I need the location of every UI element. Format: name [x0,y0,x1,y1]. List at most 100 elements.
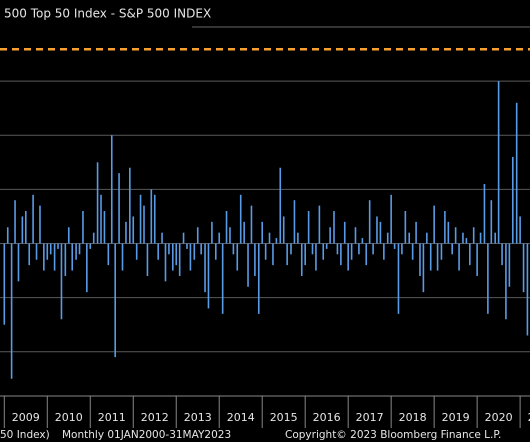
bar [49,243,52,255]
bar [479,232,482,244]
bar [361,238,364,244]
bar [32,194,34,244]
bar [89,243,92,249]
bar [279,167,282,244]
bar [336,243,339,255]
bar [333,211,335,244]
bar [129,167,131,244]
bar [415,221,417,244]
bar [350,243,353,260]
bar [408,232,411,244]
bar [505,243,507,320]
bar [501,243,503,266]
bar [379,221,382,244]
bar [282,216,285,244]
bar [243,221,245,244]
bar [186,243,188,249]
bar [189,243,192,271]
bar [512,156,514,244]
bar [196,227,199,244]
bar [307,211,310,244]
bar [358,243,360,255]
bar [257,243,260,314]
bar [236,243,239,271]
bar [92,232,95,244]
bar [300,243,303,276]
bar [383,243,385,260]
bar [462,232,464,244]
bar [24,211,27,244]
bar [422,243,425,293]
bar [10,243,13,379]
bar [139,194,142,244]
bar [458,243,460,271]
bar [96,162,99,244]
bar [329,227,331,244]
bar [343,221,346,244]
bar [497,81,500,244]
x-tick-label: 2021 [528,411,530,424]
bar [153,194,156,244]
bar [132,216,135,244]
bar [311,243,314,255]
x-tick-label: 2016 [313,411,341,424]
bar [472,227,475,244]
bar [250,205,253,244]
bar [365,243,368,266]
bar [150,189,153,244]
bar [3,243,6,325]
bar [225,211,228,244]
bar [411,243,414,260]
bar [200,243,202,255]
bar [146,243,149,276]
bar [161,232,163,244]
bar [483,183,486,244]
bar [182,232,185,244]
bar [171,243,174,271]
bar [433,205,435,244]
bar [157,243,159,260]
bar [118,173,120,244]
x-tick-label: 2011 [98,411,126,424]
bar [469,243,471,266]
bar [397,243,400,314]
footer-period: Monthly 01JAN2000-31MAY2023 [62,429,231,441]
bar [508,243,511,287]
bar [372,243,374,255]
bar [315,243,317,271]
x-tick-label: 2009 [12,411,40,424]
bar [487,243,489,314]
bar [304,243,306,266]
bar [135,243,138,260]
bar [86,243,88,293]
x-tick-label: 2020 [485,411,513,424]
bar [229,227,231,244]
bar [376,216,378,244]
bar [64,243,67,276]
bar [393,243,396,249]
bar [318,205,321,244]
bar [71,243,74,271]
bar [204,243,206,293]
bar [239,194,242,244]
bar [39,205,41,244]
bar [6,227,9,244]
bar [218,232,221,244]
bar [254,243,256,276]
bar [100,194,102,244]
bar [272,243,274,266]
x-tick-label: 2017 [356,411,384,424]
bar [214,243,217,260]
bar [447,221,450,244]
bar [67,227,70,244]
bar [286,243,288,266]
bar [21,216,24,244]
bar [494,232,496,244]
bar [35,243,38,260]
bar [340,243,342,266]
x-tick-label: 2013 [184,411,212,424]
bar [121,243,124,271]
bar [490,200,493,244]
bar [103,211,106,244]
